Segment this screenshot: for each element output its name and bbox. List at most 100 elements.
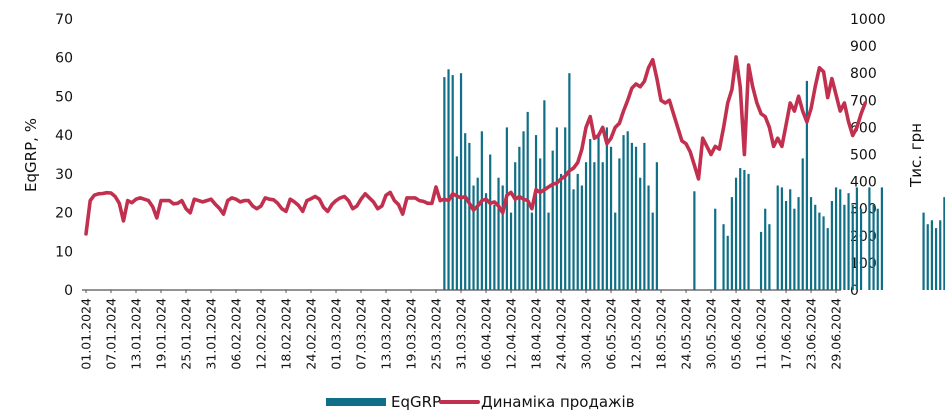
eqgrp-bar bbox=[643, 142, 646, 290]
eqgrp-bar bbox=[455, 156, 458, 290]
x-tick-label: 11.06.2024 bbox=[754, 298, 769, 370]
eqgrp-bar bbox=[818, 212, 821, 290]
x-tick-label: 12.02.2024 bbox=[254, 298, 269, 370]
eqgrp-bar bbox=[868, 187, 871, 290]
eqgrp-bar bbox=[839, 189, 842, 290]
eqgrp-bar bbox=[939, 220, 942, 290]
eqgrp-bar bbox=[730, 197, 733, 290]
eqgrp-bar bbox=[551, 150, 554, 290]
eqgrp-bar bbox=[568, 73, 571, 290]
eqgrp-bar bbox=[872, 204, 875, 290]
eqgrp-bar bbox=[497, 177, 500, 290]
eqgrp-bar bbox=[851, 204, 854, 290]
eqgrp-bar bbox=[459, 73, 463, 290]
eqgrp-bar bbox=[930, 220, 933, 290]
eqgrp-bar bbox=[601, 162, 604, 290]
eqgrp-bar bbox=[805, 80, 808, 291]
eqgrp-bar bbox=[593, 162, 596, 290]
eqgrp-bar bbox=[693, 191, 696, 290]
left-tick-label: 70 bbox=[55, 12, 73, 28]
eqgrp-bar bbox=[739, 168, 742, 290]
eqgrp-bar bbox=[484, 193, 488, 290]
left-tick-label: 60 bbox=[55, 51, 73, 67]
eqgrp-bar bbox=[618, 158, 621, 290]
x-tick-label: 19.03.2024 bbox=[404, 298, 419, 370]
eqgrp-bar bbox=[622, 135, 625, 290]
eqgrp-bar bbox=[514, 162, 517, 290]
x-tick-label: 30.04.2024 bbox=[579, 298, 594, 370]
eqgrp-bar bbox=[764, 208, 767, 290]
eqgrp-bar bbox=[630, 142, 633, 290]
left-tick-label: 10 bbox=[55, 244, 73, 260]
eqgrp-bar bbox=[489, 154, 492, 290]
eqgrp-bar bbox=[472, 185, 475, 290]
eqgrp-bar bbox=[518, 146, 521, 290]
eqgrp-bar bbox=[647, 185, 650, 290]
eqgrp-bar bbox=[509, 212, 513, 290]
eqgrp-bar bbox=[451, 75, 454, 290]
right-tick-label: 0 bbox=[850, 283, 859, 299]
x-tick-label: 23.06.2024 bbox=[804, 298, 819, 370]
x-tick-label: 31.01.2024 bbox=[204, 298, 219, 370]
right-tick-label: 400 bbox=[850, 175, 877, 191]
x-tick-label: 24.05.2024 bbox=[679, 298, 694, 370]
legend-swatch-eqgrp bbox=[326, 398, 386, 406]
x-tick-label: 19.01.2024 bbox=[154, 298, 169, 370]
eqgrp-bar bbox=[801, 158, 804, 290]
x-tick-label: 01.03.2024 bbox=[329, 298, 344, 370]
eqgrp-bar bbox=[480, 131, 483, 290]
eqgrp-bar bbox=[843, 204, 846, 290]
eqgrp-bar bbox=[626, 131, 629, 290]
x-tick-label: 29.06.2024 bbox=[829, 298, 844, 370]
x-tick-label: 18.04.2024 bbox=[529, 298, 544, 370]
eqgrp-bar bbox=[926, 224, 929, 290]
left-tick-label: 30 bbox=[55, 167, 73, 183]
eqgrp-bar bbox=[539, 158, 542, 290]
x-tick-label: 07.03.2024 bbox=[354, 298, 369, 370]
x-tick-label: 18.02.2024 bbox=[279, 298, 294, 370]
x-tick-label: 06.02.2024 bbox=[229, 298, 244, 370]
x-tick-label: 24.02.2024 bbox=[304, 298, 319, 370]
eqgrp-bar bbox=[743, 170, 746, 290]
eqgrp-bar bbox=[476, 177, 479, 290]
x-tick-label: 25.01.2024 bbox=[179, 298, 194, 370]
eqgrp-bar bbox=[726, 235, 729, 290]
legend-label-eqgrp: EqGRP bbox=[391, 393, 441, 411]
eqgrp-bar bbox=[793, 208, 796, 290]
x-tick-label: 01.01.2024 bbox=[79, 298, 94, 370]
eqgrp-bar bbox=[822, 216, 825, 290]
eqgrp-bar bbox=[530, 212, 533, 290]
eqgrp-bar bbox=[651, 212, 654, 290]
eqgrp-bar bbox=[576, 173, 579, 290]
eqgrp-bar bbox=[776, 185, 779, 290]
eqgrp-bar bbox=[589, 139, 592, 290]
eqgrp-bar bbox=[609, 146, 613, 290]
right-tick-label: 1000 bbox=[850, 12, 886, 28]
eqgrp-bar bbox=[876, 208, 879, 290]
eqgrp-bar bbox=[572, 189, 575, 290]
eqgrp-bar bbox=[784, 201, 788, 290]
eqgrp-bar bbox=[943, 197, 945, 290]
left-tick-label: 50 bbox=[55, 89, 73, 105]
x-tick-label: 25.03.2024 bbox=[429, 298, 444, 370]
eqgrp-bar bbox=[468, 142, 471, 290]
eqgrp-bar bbox=[847, 193, 850, 290]
eqgrp-bar bbox=[584, 162, 588, 290]
eqgrp-bar bbox=[597, 135, 600, 290]
eqgrp-bar bbox=[747, 173, 750, 290]
x-tick-label: 13.01.2024 bbox=[129, 298, 144, 370]
left-tick-label: 0 bbox=[64, 283, 73, 299]
x-tick-label: 17.06.2024 bbox=[779, 298, 794, 370]
left-tick-label: 40 bbox=[55, 128, 73, 144]
x-tick-label: 06.05.2024 bbox=[604, 298, 619, 370]
left-axis: 0 10 20 30 40 50 60 70 bbox=[55, 12, 73, 299]
x-axis-ticks: 01.01.2024 07.01.2024 13.01.2024 19.01.2024… bbox=[79, 290, 844, 370]
eqgrp-bar bbox=[493, 204, 496, 290]
eqgrp-bar bbox=[639, 177, 642, 290]
x-tick-label: 06.04.2024 bbox=[479, 298, 494, 370]
right-tick-label: 500 bbox=[850, 148, 877, 164]
eqgrp-bar bbox=[534, 135, 538, 290]
eqgrp-bar bbox=[759, 231, 763, 290]
eqgrp-bar bbox=[522, 131, 525, 290]
